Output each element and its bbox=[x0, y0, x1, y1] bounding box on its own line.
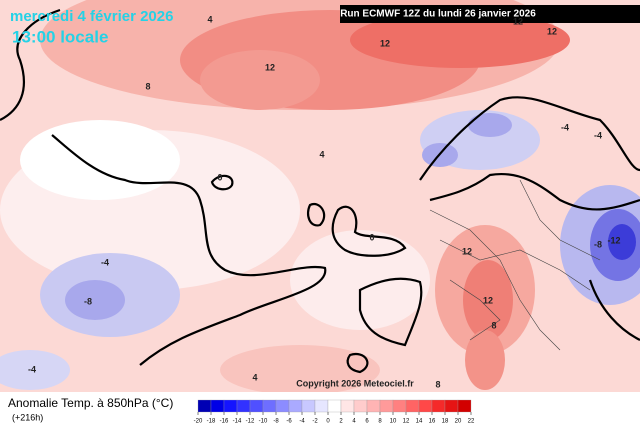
contour-label: 4 bbox=[319, 149, 324, 159]
forecast-time: 13:00 locale bbox=[12, 27, 108, 46]
legend-title: Anomalie Temp. à 850hPa (°C) bbox=[8, 396, 173, 410]
contour-label: 0 bbox=[369, 232, 374, 242]
colorbar-cell bbox=[275, 399, 290, 413]
colorbar-tick-label: 18 bbox=[442, 419, 449, 425]
contour-label: 12 bbox=[462, 246, 472, 256]
run-info: Run ECMWF 12Z du lundi 26 janvier 2026 bbox=[340, 9, 536, 20]
colorbar-cell bbox=[288, 399, 303, 413]
colorbar-cell bbox=[392, 399, 407, 413]
contour-label: -12 bbox=[607, 235, 620, 245]
contour-label: 12 bbox=[483, 295, 493, 305]
contour-label: 8 bbox=[145, 81, 150, 91]
colorbar-tick-label: -12 bbox=[246, 419, 255, 425]
colorbar-cell bbox=[314, 399, 329, 413]
colorbar-cell bbox=[210, 399, 225, 413]
colorbar-tick-label: 8 bbox=[378, 419, 382, 425]
colorbar-cell bbox=[236, 399, 251, 413]
colorbar-tick-label: -18 bbox=[207, 419, 216, 425]
contour-label: -4 bbox=[561, 122, 569, 132]
contour-label: -4 bbox=[594, 130, 602, 140]
colorbar-cell bbox=[444, 399, 459, 413]
colorbar-tick-label: 10 bbox=[390, 419, 397, 425]
colorbar-cell bbox=[431, 399, 446, 413]
contour-label: -8 bbox=[594, 239, 602, 249]
contour-label: -4 bbox=[28, 364, 36, 374]
colorbar-cell bbox=[457, 399, 472, 413]
contour-labels: 8 4 12 12 12 12 -4 -8 0 -4 -4 -12 -8 12 8 12 4 0 -4 4 8 bbox=[28, 14, 621, 389]
colorbar-cell bbox=[301, 399, 316, 413]
colorbar-tick-label: 14 bbox=[416, 419, 423, 425]
contour-label: 12 bbox=[380, 38, 390, 48]
anomaly-fields bbox=[0, 0, 640, 395]
colorbar-tick-label: 0 bbox=[326, 419, 330, 425]
contour-label: 4 bbox=[207, 14, 212, 24]
colorbar-tick-label: 12 bbox=[403, 419, 410, 425]
colorbar-tick-label: 2 bbox=[339, 419, 343, 425]
colorbar-cell bbox=[418, 399, 433, 413]
colorbar-tick-label: 16 bbox=[429, 419, 436, 425]
colorbar-cell bbox=[262, 399, 277, 413]
colorbar-cell bbox=[223, 399, 238, 413]
run-box bbox=[340, 5, 640, 23]
colorbar-cell bbox=[327, 399, 342, 413]
colorbar-tick-label: 20 bbox=[455, 419, 462, 425]
colorbar-cell bbox=[405, 399, 420, 413]
forecast-date: mercredi 4 février 2026 bbox=[10, 8, 173, 25]
colorbar-cell bbox=[366, 399, 381, 413]
contour-label: 8 bbox=[435, 379, 440, 389]
colorbar-cell bbox=[353, 399, 368, 413]
contour-label: 8 bbox=[491, 320, 496, 330]
contour-label: -4 bbox=[101, 257, 109, 267]
lead-time: (+216h) bbox=[12, 412, 43, 422]
contour-label: 12 bbox=[513, 16, 523, 26]
contour-label: 4 bbox=[252, 372, 257, 382]
colorbar-cell bbox=[340, 399, 355, 413]
colorbar-tick-label: -14 bbox=[233, 419, 242, 425]
contour-label: -8 bbox=[84, 296, 92, 306]
contour-label: 12 bbox=[265, 62, 275, 72]
colorbar-tick-label: -4 bbox=[299, 419, 305, 425]
contour-label: 12 bbox=[547, 26, 557, 36]
contour-label: 0 bbox=[217, 172, 222, 182]
colorbar-tick-label: -16 bbox=[220, 419, 229, 425]
colorbar: -20 -18 -16 -14 -12 -10 -8 -6 -4 -2 0 2 4 6 8 10 12 14 16 1… bbox=[194, 399, 475, 425]
colorbar-tick-label: -20 bbox=[194, 419, 203, 425]
coastlines bbox=[0, 8, 640, 374]
colorbar-tick-label: -10 bbox=[259, 419, 268, 425]
colorbar-tick-label: 22 bbox=[468, 419, 475, 425]
colorbar-tick-label: -6 bbox=[286, 419, 292, 425]
colorbar-tick-label: 6 bbox=[365, 419, 369, 425]
copyright: Copyright 2026 Meteociel.fr bbox=[296, 378, 414, 388]
colorbar-cell bbox=[249, 399, 264, 413]
colorbar-cell bbox=[379, 399, 394, 413]
colorbar-tick-label: 4 bbox=[352, 419, 356, 425]
colorbar-cell bbox=[197, 399, 212, 413]
colorbar-tick-label: -8 bbox=[273, 419, 279, 425]
colorbar-tick-label: -2 bbox=[312, 419, 318, 425]
borders bbox=[429, 179, 601, 351]
